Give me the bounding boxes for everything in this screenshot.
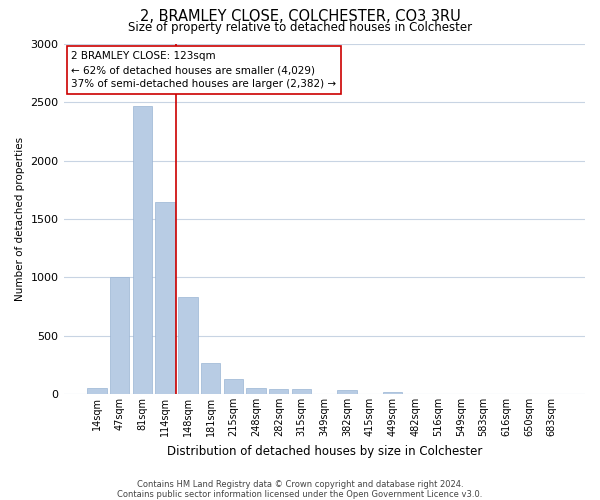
- Text: 2 BRAMLEY CLOSE: 123sqm
← 62% of detached houses are smaller (4,029)
37% of semi: 2 BRAMLEY CLOSE: 123sqm ← 62% of detache…: [71, 51, 337, 89]
- Bar: [383, 392, 402, 394]
- Bar: [224, 379, 243, 394]
- Text: Contains HM Land Registry data © Crown copyright and database right 2024.
Contai: Contains HM Land Registry data © Crown c…: [118, 480, 482, 499]
- Bar: [337, 390, 356, 394]
- Bar: [155, 202, 175, 394]
- Text: Size of property relative to detached houses in Colchester: Size of property relative to detached ho…: [128, 21, 472, 34]
- Bar: [269, 389, 289, 394]
- Bar: [292, 390, 311, 394]
- X-axis label: Distribution of detached houses by size in Colchester: Distribution of detached houses by size …: [167, 444, 482, 458]
- Bar: [133, 106, 152, 394]
- Y-axis label: Number of detached properties: Number of detached properties: [15, 137, 25, 301]
- Bar: [178, 296, 197, 394]
- Bar: [87, 388, 107, 394]
- Text: 2, BRAMLEY CLOSE, COLCHESTER, CO3 3RU: 2, BRAMLEY CLOSE, COLCHESTER, CO3 3RU: [140, 9, 460, 24]
- Bar: [247, 388, 266, 394]
- Bar: [110, 278, 130, 394]
- Bar: [201, 362, 220, 394]
